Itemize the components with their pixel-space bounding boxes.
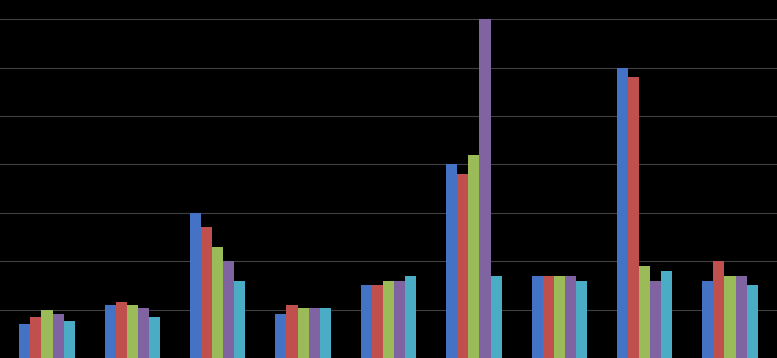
Bar: [479, 19, 490, 358]
Bar: [53, 314, 64, 358]
Bar: [201, 227, 212, 358]
Bar: [531, 276, 542, 358]
Bar: [724, 276, 736, 358]
Bar: [190, 213, 201, 358]
Bar: [542, 276, 554, 358]
Bar: [361, 285, 372, 358]
Bar: [275, 314, 287, 358]
Bar: [223, 261, 235, 358]
Bar: [105, 305, 116, 358]
Bar: [576, 281, 587, 358]
Bar: [639, 266, 650, 358]
Bar: [565, 276, 576, 358]
Bar: [64, 321, 75, 358]
Bar: [30, 317, 41, 358]
Bar: [736, 276, 747, 358]
Bar: [320, 308, 331, 358]
Bar: [116, 302, 127, 358]
Bar: [713, 261, 724, 358]
Bar: [19, 324, 30, 358]
Bar: [490, 276, 502, 358]
Bar: [617, 68, 628, 358]
Bar: [405, 276, 416, 358]
Bar: [212, 247, 223, 358]
Bar: [308, 308, 320, 358]
Bar: [457, 174, 469, 358]
Bar: [394, 281, 405, 358]
Bar: [149, 317, 160, 358]
Bar: [702, 281, 713, 358]
Bar: [383, 281, 394, 358]
Bar: [41, 310, 53, 358]
Bar: [628, 77, 639, 358]
Bar: [446, 164, 457, 358]
Bar: [661, 271, 672, 358]
Bar: [650, 281, 661, 358]
Bar: [372, 285, 383, 358]
Bar: [554, 276, 565, 358]
Bar: [469, 155, 479, 358]
Bar: [747, 285, 758, 358]
Bar: [287, 305, 298, 358]
Bar: [235, 281, 246, 358]
Bar: [127, 305, 138, 358]
Bar: [298, 308, 308, 358]
Bar: [138, 308, 149, 358]
